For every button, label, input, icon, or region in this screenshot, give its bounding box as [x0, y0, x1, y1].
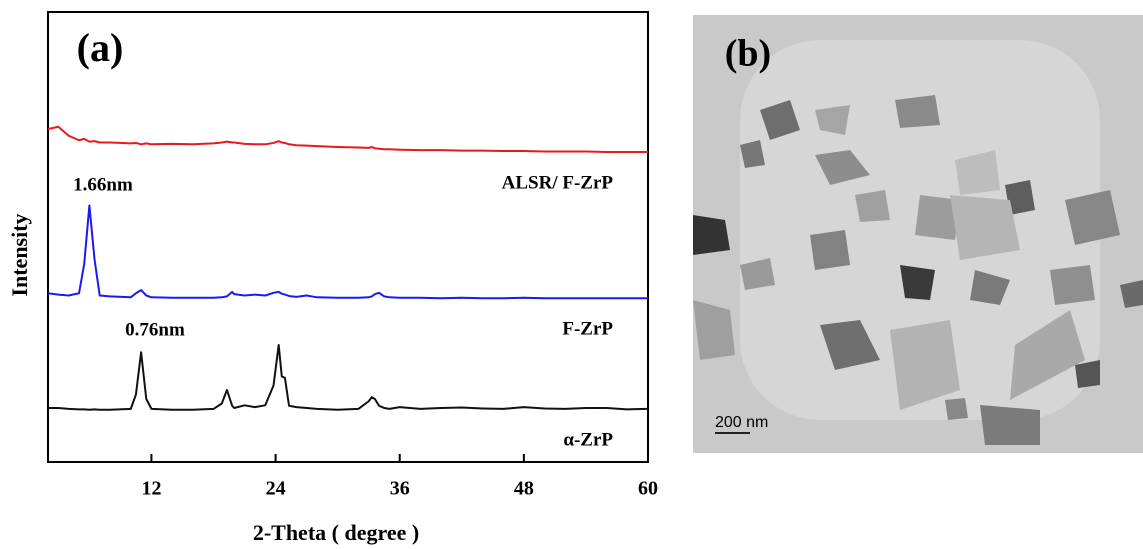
- x-tick-label: 24: [266, 478, 286, 500]
- x-axis-label: 2-Theta ( degree ): [253, 520, 419, 545]
- panel-label: (a): [77, 25, 124, 70]
- series-line: [48, 344, 649, 411]
- panel-label: (b): [725, 33, 771, 75]
- series-line: [47, 204, 648, 300]
- legend-label: α-ZrP: [563, 429, 613, 450]
- x-tick-label: 48: [514, 478, 534, 500]
- plot-frame: [47, 11, 649, 463]
- tem-image: [693, 15, 1143, 453]
- y-axis-label: Intensity: [7, 213, 32, 296]
- annotation: 1.66nm: [73, 174, 133, 195]
- scale-bar-label: 200 nm: [715, 414, 768, 431]
- x-tick-label: 60: [638, 478, 658, 500]
- annotation: 0.76nm: [125, 319, 185, 340]
- x-tick-label: 12: [141, 478, 161, 500]
- x-tick-label: 36: [390, 478, 410, 500]
- legend-label: F-ZrP: [562, 319, 613, 340]
- legend-label: ALSR/ F-ZrP: [502, 172, 614, 193]
- series-line: [47, 125, 648, 153]
